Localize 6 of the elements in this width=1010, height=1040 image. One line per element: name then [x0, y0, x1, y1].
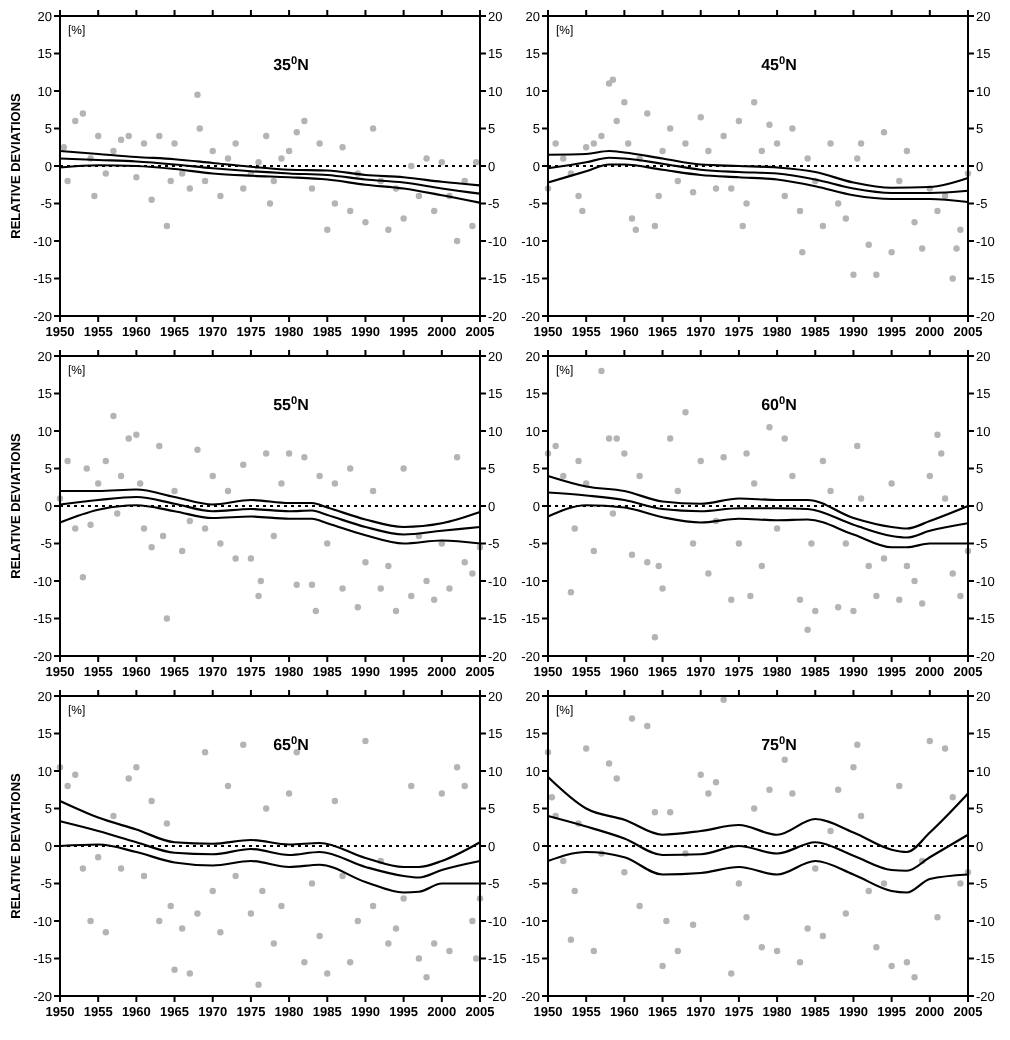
text: 35$^{0}$N	[273, 56, 310, 74]
text: 45$^{0}$N	[761, 56, 798, 74]
text: 55$^{0}$N	[273, 396, 310, 414]
text: 75$^{0}$N	[761, 736, 798, 754]
text: 60$^{0}$N	[761, 396, 798, 414]
text: 65$^{0}$N	[273, 736, 310, 754]
